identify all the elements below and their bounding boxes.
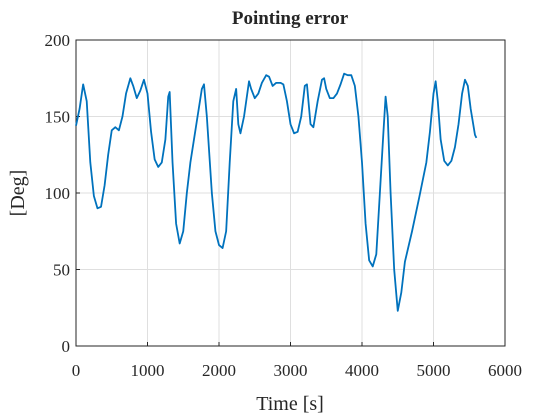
x-axis-label: Time [s] [256,393,324,415]
y-axis-label: [Deg] [7,170,29,217]
x-tick-label: 6000 [488,361,522,380]
x-tick-label: 4000 [345,361,379,380]
chart-title: Pointing error [232,8,349,29]
x-tick-label: 3000 [274,361,308,380]
y-tick-label: 200 [45,31,71,50]
x-tick-label: 2000 [202,361,236,380]
data-line [75,72,478,312]
x-tick-label: 1000 [131,361,165,380]
y-tick-label: 0 [62,337,71,356]
y-tick-label: 50 [53,261,70,280]
y-tick-label: 100 [45,184,71,203]
x-tick-label: 0 [72,361,81,380]
x-tick-label: 5000 [417,361,451,380]
axes-box [75,39,506,347]
y-tick-label: 150 [45,108,71,127]
